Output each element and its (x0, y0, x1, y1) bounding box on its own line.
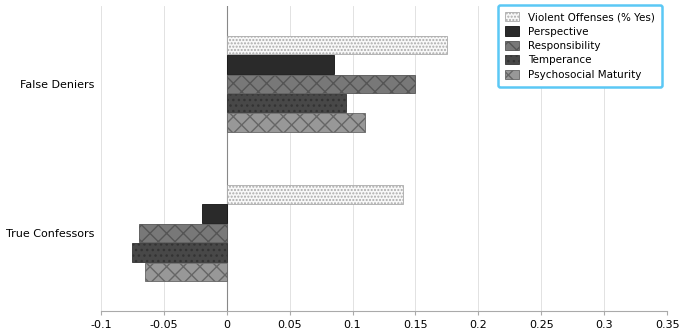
Bar (132, 243, 227, 262)
Bar (227, 94, 346, 113)
Bar (138, 224, 227, 242)
Bar (227, 36, 447, 54)
Legend: Violent Offenses (% Yes), Perspective, Responsibility, Temperance, Psychosocial : Violent Offenses (% Yes), Perspective, R… (497, 5, 662, 87)
Bar (145, 263, 227, 281)
Bar (227, 75, 416, 93)
Bar (227, 114, 365, 132)
Bar (227, 334, 630, 336)
Bar (201, 205, 227, 223)
Bar (227, 55, 334, 74)
Bar (227, 185, 403, 204)
